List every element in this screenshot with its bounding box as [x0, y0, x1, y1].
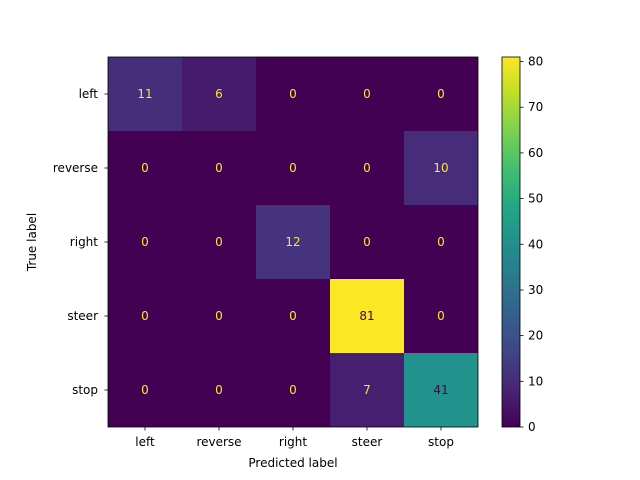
cell-stop-reverse	[182, 353, 256, 427]
cell-value-stop-right: 0	[289, 383, 297, 397]
cell-value-reverse-left: 0	[141, 161, 149, 175]
cell-value-stop-stop: 41	[433, 383, 448, 397]
cell-value-steer-reverse: 0	[215, 309, 223, 323]
cell-right-stop	[404, 205, 478, 279]
cell-value-right-stop: 0	[437, 235, 445, 249]
cell-right-reverse	[182, 205, 256, 279]
x-tick-label-left: left	[135, 435, 155, 449]
cell-reverse-stop	[404, 131, 478, 205]
colorbar-tick-label: 50	[528, 192, 543, 206]
x-tick-label-right: right	[279, 435, 307, 449]
cell-stop-stop	[404, 353, 478, 427]
cell-value-left-left: 11	[137, 87, 152, 101]
y-tick-label-steer: steer	[67, 309, 98, 323]
cell-value-stop-reverse: 0	[215, 383, 223, 397]
cell-value-steer-left: 0	[141, 309, 149, 323]
colorbar-tick-label: 0	[528, 420, 536, 434]
colorbar-tick-label: 70	[528, 100, 543, 114]
colorbar-tick-label: 80	[528, 55, 543, 69]
y-tick-label-stop: stop	[72, 383, 98, 397]
colorbar-tick-label: 40	[528, 237, 543, 251]
cell-reverse-reverse	[182, 131, 256, 205]
colorbar	[502, 57, 520, 427]
colorbar-tick-label: 20	[528, 329, 543, 343]
cell-value-steer-stop: 0	[437, 309, 445, 323]
cell-right-left	[108, 205, 182, 279]
cell-steer-right	[256, 279, 330, 353]
cell-reverse-right	[256, 131, 330, 205]
cell-value-left-steer: 0	[363, 87, 371, 101]
x-tick-label-steer: steer	[352, 435, 383, 449]
cell-stop-right	[256, 353, 330, 427]
cell-left-steer	[330, 57, 404, 131]
cell-value-steer-right: 0	[289, 309, 297, 323]
cell-steer-reverse	[182, 279, 256, 353]
cell-left-stop	[404, 57, 478, 131]
cell-reverse-steer	[330, 131, 404, 205]
x-tick-label-reverse: reverse	[196, 435, 241, 449]
cell-value-reverse-reverse: 0	[215, 161, 223, 175]
y-tick-label-right: right	[70, 235, 98, 249]
cell-value-stop-left: 0	[141, 383, 149, 397]
colorbar-tick-label: 10	[528, 374, 543, 388]
cell-steer-left	[108, 279, 182, 353]
x-axis-ticks: left reverse right steer stop	[135, 427, 454, 449]
cell-value-right-left: 0	[141, 235, 149, 249]
cell-left-left	[108, 57, 182, 131]
cell-stop-left	[108, 353, 182, 427]
x-tick-label-stop: stop	[428, 435, 454, 449]
cell-steer-steer	[330, 279, 404, 353]
cell-steer-stop	[404, 279, 478, 353]
y-axis-label: True label	[25, 213, 39, 272]
colorbar-tick-label: 30	[528, 283, 543, 297]
y-tick-label-reverse: reverse	[53, 161, 98, 175]
cell-left-right	[256, 57, 330, 131]
colorbar-tick-label: 60	[528, 146, 543, 160]
cell-stop-steer	[330, 353, 404, 427]
cell-value-right-right: 12	[285, 235, 300, 249]
heatmap-cells: 11 6 0 0 0 0 0 0 0 10 0 0 12 0 0 0 0 0 81 0 0 0 0 7 41	[108, 57, 478, 427]
colorbar-frame	[501, 56, 521, 428]
cell-value-left-stop: 0	[437, 87, 445, 101]
cell-value-right-reverse: 0	[215, 235, 223, 249]
cell-reverse-left	[108, 131, 182, 205]
cell-value-right-steer: 0	[363, 235, 371, 249]
x-axis-label: Predicted label	[248, 456, 337, 470]
cell-value-left-reverse: 6	[215, 87, 223, 101]
colorbar-ticks: 0 10 20 30 40 50 60 70 80	[520, 55, 543, 434]
cell-right-right	[256, 205, 330, 279]
y-tick-label-left: left	[79, 87, 99, 101]
y-axis-ticks: left reverse right steer stop	[53, 87, 108, 397]
cell-value-steer-steer: 81	[359, 309, 374, 323]
cell-value-reverse-steer: 0	[363, 161, 371, 175]
cell-value-reverse-right: 0	[289, 161, 297, 175]
cell-right-steer	[330, 205, 404, 279]
cell-left-reverse	[182, 57, 256, 131]
cell-value-reverse-stop: 10	[433, 161, 448, 175]
cell-value-stop-steer: 7	[363, 383, 371, 397]
cell-value-left-right: 0	[289, 87, 297, 101]
